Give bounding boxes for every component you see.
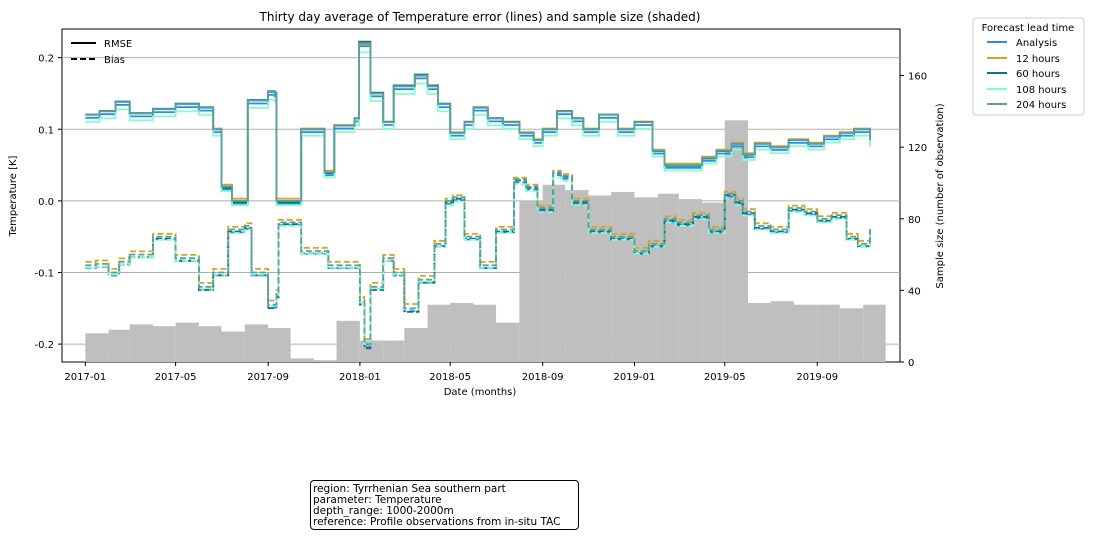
rmse-legend-label: RMSE — [104, 39, 132, 50]
sample-size-bar — [634, 197, 658, 362]
sample-size-bars — [85, 120, 886, 362]
sample-size-bar — [817, 304, 840, 362]
metadata-info-box: region: Tyrrhenian Sea southern part par… — [310, 480, 579, 530]
y2-tick-label: 120 — [908, 143, 927, 154]
series-legend-title: Forecast lead time — [982, 23, 1075, 34]
info-reference: reference: Profile observations from in-… — [313, 516, 561, 528]
style-legend: RMSE Bias — [71, 39, 132, 66]
x-axis-label: Date (months) — [444, 387, 517, 398]
y-tick-label: 0.1 — [38, 125, 54, 136]
bias-legend-label: Bias — [104, 55, 125, 66]
sample-size-bar — [724, 120, 749, 362]
sample-size-bar — [314, 360, 337, 362]
rmse-line-108h — [85, 51, 871, 207]
sample-size-bar — [793, 304, 818, 362]
legend-label-108h: 108 hours — [1016, 85, 1066, 96]
sample-size-bar — [863, 304, 886, 362]
y2-tick-label: 160 — [908, 72, 927, 83]
rmse-line-204h — [85, 42, 871, 202]
sample-size-bar — [108, 329, 130, 362]
sample-size-bar — [221, 331, 245, 362]
sample-size-bar — [542, 184, 566, 362]
y-tick-label: -0.2 — [34, 340, 54, 351]
legend-label-204h: 204 hours — [1016, 100, 1066, 111]
x-tick-label: 2017-09 — [247, 372, 289, 383]
y-tick-label: 0.2 — [38, 54, 54, 65]
sample-size-bar — [290, 358, 315, 362]
sample-size-bar — [404, 327, 428, 362]
rmse-line-60h — [85, 40, 871, 204]
sample-size-bar — [519, 200, 543, 362]
sample-size-bar — [657, 193, 679, 362]
sample-size-bar — [268, 327, 291, 362]
sample-size-bar — [702, 202, 725, 362]
x-tick-label: 2018-09 — [522, 372, 564, 383]
error-lines — [85, 40, 871, 350]
y-tick-label: -0.1 — [34, 268, 54, 279]
x-tick-label: 2019-05 — [704, 372, 746, 383]
sample-size-bar — [611, 191, 635, 362]
y2-tick-label: 40 — [908, 286, 921, 297]
sample-size-bar — [198, 326, 222, 362]
sample-size-bar — [85, 333, 109, 362]
x-tick-label: 2018-01 — [339, 372, 381, 383]
info-depth-range: depth_range: 1000-2000m — [313, 505, 454, 517]
chart-title: Thirty day average of Temperature error … — [259, 10, 701, 24]
sample-size-bar — [678, 199, 703, 362]
y-tick-label: 0.0 — [38, 197, 54, 208]
x-tick-label: 2019-01 — [614, 372, 656, 383]
y2-tick-label: 0 — [908, 358, 914, 369]
sample-size-bar — [839, 308, 864, 362]
y2-axis-ticks: 0 40 80 120 160 — [900, 72, 927, 369]
sample-size-bar — [383, 340, 405, 362]
x-tick-label: 2017-01 — [64, 372, 106, 383]
y-axis-label: Temperature [K] — [8, 155, 19, 237]
sample-size-bar — [450, 302, 474, 362]
sample-size-bar — [565, 190, 589, 362]
sample-size-bar — [748, 302, 771, 362]
legend-label-12h: 12 hours — [1016, 54, 1060, 65]
x-tick-label: 2018-05 — [429, 372, 471, 383]
legend-label-60h: 60 hours — [1016, 69, 1060, 80]
y2-tick-label: 80 — [908, 215, 921, 226]
sample-size-bar — [175, 322, 199, 362]
sample-size-bar — [496, 322, 520, 362]
series-legend: Forecast lead time Analysis 12 hours 60 … — [972, 17, 1085, 116]
sample-size-bar — [153, 326, 176, 362]
sample-size-bar — [244, 324, 269, 362]
bias-line-204h — [85, 171, 871, 345]
sample-size-bar — [770, 301, 794, 362]
rmse-line-analysis — [85, 45, 871, 205]
x-axis-ticks: 2017-01 2017-05 2017-09 2018-01 2018-05 2018-… — [64, 362, 838, 383]
legend-label-analysis: Analysis — [1016, 38, 1057, 49]
rmse-line-12h — [85, 43, 871, 200]
sample-size-bar — [129, 324, 154, 362]
sample-size-bar — [588, 195, 612, 362]
sample-size-bar — [359, 340, 384, 362]
sample-size-bar — [336, 320, 360, 362]
sample-size-bar — [427, 304, 451, 362]
sample-size-bar — [473, 304, 497, 362]
y-axis-ticks: 0.2 0.1 0.0 -0.1 -0.2 — [34, 54, 62, 351]
info-parameter: parameter: Temperature — [313, 494, 442, 506]
x-tick-label: 2019-09 — [796, 372, 838, 383]
x-tick-label: 2017-05 — [155, 372, 197, 383]
y2-axis-label: Sample size (number of observation) — [935, 103, 946, 288]
info-region: region: Tyrrhenian Sea southern part — [313, 483, 506, 495]
